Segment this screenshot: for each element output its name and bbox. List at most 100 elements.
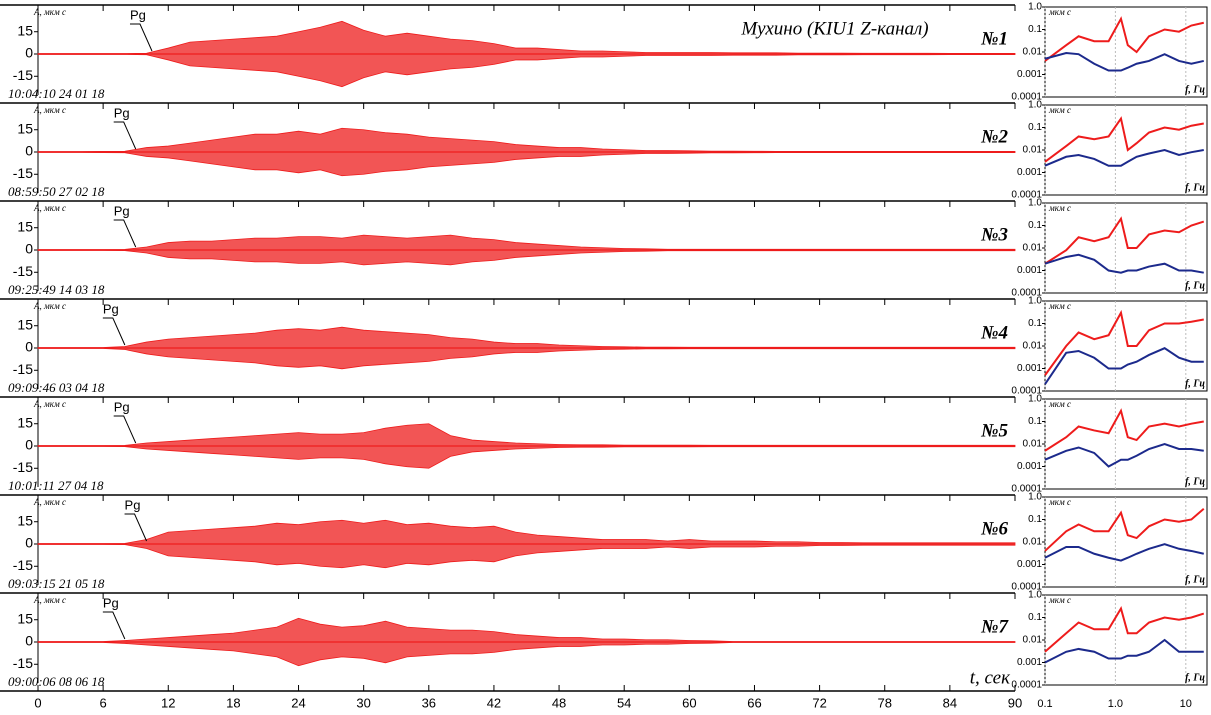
x-tick-label: 12 [161, 695, 175, 710]
spectrum-line [1044, 408, 1204, 452]
pick-arrow [124, 513, 148, 542]
spectrum-line [1044, 16, 1205, 62]
spectrum-x-label: f, Гц [1185, 280, 1205, 291]
trace-name: №7 [980, 616, 1009, 637]
spectrum-y-tick-label: 1.0 [1028, 492, 1042, 503]
spectrum-line [1044, 543, 1205, 562]
x-tick-label: 66 [747, 695, 761, 710]
trace-date: 09:03:15 21 05 18 [8, 576, 105, 591]
spectrum-y-tick-label: 0.1 [1028, 220, 1042, 231]
spectrum-y-tick-label: 0.0001 [1011, 190, 1042, 201]
spectrum-x-label: f, Гц [1185, 84, 1205, 95]
spectrum-line [1044, 148, 1204, 167]
y-axis-label: A, мкм с [33, 595, 66, 605]
spectrum-line [1044, 347, 1204, 385]
spectrum-y-tick-label: 0.1 [1028, 122, 1042, 133]
y-axis-label: A, мкм с [33, 105, 66, 115]
pick-label: Pg [125, 497, 141, 512]
trace-name: №4 [980, 322, 1008, 343]
spectrum-y-tick-label: 0.01 [1023, 145, 1043, 156]
spectrum-frame [1044, 496, 1208, 588]
trace-date: 09:09:46 03 04 18 [8, 380, 105, 395]
spectrum-line [1044, 606, 1205, 653]
x-tick-label: 60 [682, 695, 696, 710]
y-tick-label: 0 [25, 143, 33, 159]
trace-name: №3 [980, 224, 1008, 245]
x-tick-label: 0 [34, 695, 41, 710]
spectrum-line [1044, 638, 1204, 664]
x-tick-label: 90 [1008, 695, 1022, 710]
spectrum-y-tick-label: 0.0001 [1011, 386, 1042, 397]
spectrum-y-tick-label: 0.001 [1017, 559, 1042, 570]
spectrum-y-tick-label: 0.001 [1017, 167, 1042, 178]
y-tick-label: -15 [13, 459, 33, 475]
spectrum-y-tick-label: 1.0 [1028, 296, 1042, 307]
y-tick-label: -15 [13, 67, 33, 83]
y-tick-label: -15 [13, 361, 33, 377]
spectrum-x-label: f, Гц [1185, 378, 1205, 389]
spectrum-y-tick-label: 0.01 [1023, 635, 1043, 646]
spectrum-y-tick-label: 0.1 [1028, 24, 1042, 35]
spectrum-line [1044, 442, 1204, 468]
x-tick-label: 78 [877, 695, 891, 710]
pick-arrow [102, 317, 126, 346]
spectrum-y-label: мкм с [1048, 203, 1071, 213]
spectrum-y-tick-label: 0.001 [1017, 363, 1042, 374]
spectrum-line [1044, 52, 1205, 72]
y-axis-label: A, мкм с [33, 7, 66, 17]
spectrum-y-tick-label: 0.01 [1023, 439, 1043, 450]
spectrum-y-tick-label: 0.01 [1023, 47, 1043, 58]
waveform-envelope [37, 617, 1016, 667]
trace-name: №5 [980, 420, 1008, 441]
pick-label: Pg [130, 7, 146, 22]
spectrum-x-tick-label: 1.0 [1108, 698, 1123, 710]
spectrum-x-tick-label: 0.1 [1037, 698, 1052, 710]
trace-date: 08:59:50 27 02 18 [8, 184, 105, 199]
spectrum-y-tick-label: 1.0 [1028, 2, 1042, 13]
spectrum-y-tick-label: 1.0 [1028, 100, 1042, 111]
pick-arrow [113, 415, 137, 444]
spectrum-x-label: f, Гц [1185, 574, 1205, 585]
trace-name: №6 [980, 518, 1008, 539]
y-tick-label: -15 [13, 263, 33, 279]
spectrum-y-tick-label: 1.0 [1028, 394, 1042, 405]
spectrum-y-tick-label: 1.0 [1028, 590, 1042, 601]
x-axis-label: t, сек [970, 667, 1011, 688]
waveform-envelope [37, 326, 1016, 370]
spectrum-y-label: мкм с [1048, 7, 1071, 17]
pick-arrow [129, 23, 153, 52]
spectrum-frame [1044, 6, 1208, 98]
y-tick-label: 15 [17, 120, 33, 136]
y-tick-label: 15 [17, 218, 33, 234]
spectrum-y-tick-label: 0.0001 [1011, 484, 1042, 495]
spectrum-x-label: f, Гц [1185, 182, 1205, 193]
spectrum-x-label: f, Гц [1185, 476, 1205, 487]
spectrum-y-tick-label: 1.0 [1028, 198, 1042, 209]
spectrum-line [1044, 216, 1205, 265]
spectrum-frame [1044, 594, 1208, 686]
waveform-envelope [37, 234, 1016, 266]
spectrum-y-tick-label: 0.1 [1028, 416, 1042, 427]
pick-arrow [113, 121, 137, 150]
trace-name: №1 [980, 28, 1008, 49]
spectrum-y-tick-label: 0.001 [1017, 69, 1042, 80]
pick-label: Pg [114, 399, 130, 414]
y-tick-label: 0 [25, 633, 33, 649]
y-tick-label: 0 [25, 535, 33, 551]
spectrum-line [1044, 309, 1204, 376]
y-tick-label: -15 [13, 655, 33, 671]
spectrum-y-tick-label: 0.001 [1017, 265, 1042, 276]
spectrum-line [1044, 508, 1205, 552]
x-tick-label: 30 [356, 695, 370, 710]
spectrum-frame [1044, 398, 1208, 490]
spectrum-line [1044, 116, 1204, 163]
spectrum-y-tick-label: 0.0001 [1011, 582, 1042, 593]
spectrum-y-tick-label: 0.1 [1028, 514, 1042, 525]
y-tick-label: 0 [25, 45, 33, 61]
x-tick-label: 72 [812, 695, 826, 710]
y-tick-label: 15 [17, 512, 33, 528]
y-tick-label: -15 [13, 165, 33, 181]
spectrum-y-tick-label: 0.001 [1017, 657, 1042, 668]
spectrum-y-tick-label: 0.01 [1023, 341, 1043, 352]
